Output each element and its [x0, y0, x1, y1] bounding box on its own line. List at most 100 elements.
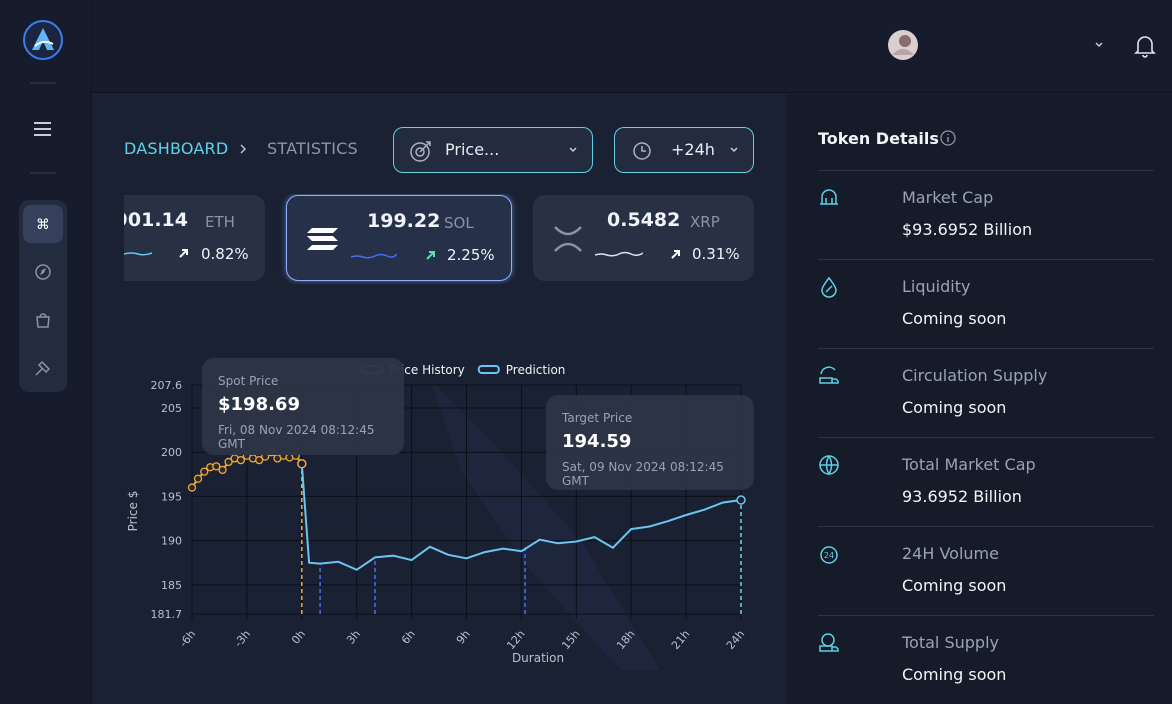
- token-price: 199.22: [367, 210, 441, 232]
- range-value: +24h: [671, 140, 715, 159]
- row-value: Coming soon: [902, 398, 1007, 417]
- x-tick-label: -3h: [232, 628, 254, 650]
- x-tick-label: 6h: [399, 628, 418, 647]
- token-price: 2,901.14: [124, 209, 188, 231]
- range-dropdown[interactable]: +24h: [614, 127, 754, 173]
- breadcrumb-separator: [240, 144, 247, 154]
- avatar[interactable]: [887, 29, 919, 61]
- row-label: Market Cap: [902, 188, 994, 207]
- row-label: Total Market Cap: [902, 455, 1036, 474]
- y-tick-label: 181.7: [151, 608, 183, 621]
- tooltip-date: Fri, 08 Nov 2024 08:12:45 GMT: [218, 423, 375, 451]
- x-tick-label: 24h: [724, 628, 747, 652]
- data-point: [212, 462, 221, 471]
- token-details-panel: Token Details Market Cap $93.6952 Billion…: [786, 94, 1172, 704]
- legend-label: Price History: [389, 363, 465, 377]
- nav-dashboard[interactable]: ⌘: [23, 205, 63, 243]
- tooltip-title: Target Price: [562, 411, 633, 425]
- row-label: Liquidity: [902, 277, 971, 296]
- menu-button[interactable]: [33, 120, 53, 138]
- breadcrumb-statistics[interactable]: STATISTICS: [267, 139, 358, 158]
- y-tick-label: 200: [161, 446, 182, 459]
- price-chart: Duration Price $ 181.7 185 190 195 200 205 207…: [126, 363, 747, 670]
- annotation-point: [736, 495, 746, 505]
- svg-text:⌘: ⌘: [36, 217, 50, 233]
- row-icon: [820, 189, 838, 205]
- token-card-eth[interactable]: 2,901.14 ETH 0.82%: [124, 195, 265, 281]
- breadcrumb-dashboard[interactable]: DASHBOARD: [124, 139, 229, 158]
- series-line: [300, 463, 742, 571]
- tooltip-value: 194.59: [562, 431, 632, 452]
- divider: [818, 259, 1154, 260]
- divider: [818, 348, 1154, 349]
- data-point: [236, 456, 246, 465]
- metric-value: Price...: [445, 140, 500, 159]
- sidebar: ⌘: [0, 0, 92, 704]
- divider: [818, 615, 1154, 616]
- nav-explore[interactable]: [33, 262, 53, 282]
- x-tick-label: 0h: [289, 628, 308, 647]
- row-icon: [819, 633, 839, 652]
- row-value: Coming soon: [902, 309, 1007, 328]
- tooltip-title: Spot Price: [218, 374, 279, 388]
- data-point: [200, 467, 209, 476]
- token-card-xrp[interactable]: 0.5482 XRP 0.31%: [533, 195, 754, 281]
- token-change: 2.25%: [447, 246, 495, 264]
- tooltip-value: $198.69: [218, 394, 300, 415]
- y-axis-label: Price $: [126, 491, 140, 532]
- data-point: [187, 483, 197, 492]
- token-symbol: ETH: [205, 213, 235, 231]
- divider: [30, 82, 56, 84]
- data-point: [193, 474, 203, 483]
- annotation-point: [297, 459, 307, 469]
- nav-panel: ⌘: [19, 200, 67, 392]
- row-value: Coming soon: [902, 665, 1007, 684]
- x-tick-label: 9h: [454, 628, 473, 647]
- row-value: $93.6952 Billion: [902, 220, 1033, 239]
- row-icon: [819, 455, 839, 476]
- divider: [30, 172, 56, 174]
- y-tick-label: 195: [161, 490, 182, 503]
- row-icon: [821, 276, 837, 298]
- x-tick-label: -6h: [177, 628, 199, 650]
- data-point: [255, 456, 264, 465]
- spot-tooltip: Spot Price $198.69 Fri, 08 Nov 2024 08:1…: [202, 358, 404, 455]
- token-symbol: SOL: [444, 214, 474, 232]
- metric-dropdown[interactable]: Price...: [393, 127, 593, 173]
- row-icon: 24: [820, 546, 838, 564]
- info-icon[interactable]: [939, 129, 957, 147]
- panel-title: Token Details: [818, 129, 939, 148]
- token-change: 0.31%: [692, 245, 740, 263]
- row-label: Circulation Supply: [902, 366, 1048, 385]
- divider: [818, 526, 1154, 527]
- svg-text:24: 24: [824, 551, 834, 560]
- token-price: 0.5482: [607, 209, 681, 231]
- token-card-sol[interactable]: 199.22 SOL 2.25%: [286, 195, 512, 281]
- row-icon: [819, 366, 839, 384]
- data-point: [224, 457, 233, 467]
- y-tick-label: 207.6: [151, 379, 183, 392]
- divider: [818, 437, 1154, 438]
- row-label: Total Supply: [902, 633, 999, 652]
- nav-bag[interactable]: [33, 310, 53, 330]
- tooltip-date: Sat, 09 Nov 2024 08:12:45 GMT: [562, 460, 724, 488]
- notifications[interactable]: [1133, 33, 1157, 59]
- x-axis-label: Duration: [512, 651, 564, 665]
- y-tick-label: 185: [161, 579, 182, 592]
- x-tick-label: 15h: [559, 628, 582, 652]
- token-change: 0.82%: [201, 245, 249, 263]
- token-cards: 2,901.14 ETH 0.82% 199.22 SOL 2.25% 0.54…: [124, 194, 756, 284]
- divider: [818, 170, 1154, 171]
- logo[interactable]: [22, 19, 64, 61]
- x-tick-label: 12h: [504, 628, 527, 652]
- legend-label: Prediction: [506, 363, 566, 377]
- nav-tools[interactable]: [33, 358, 53, 378]
- top-bar: [92, 0, 1172, 93]
- account-chevron[interactable]: [1093, 39, 1105, 51]
- x-tick-label: 21h: [669, 628, 692, 652]
- x-tick-label: 3h: [344, 628, 363, 647]
- data-point: [218, 465, 227, 475]
- row-label: 24H Volume: [902, 544, 999, 563]
- row-value: 93.6952 Billion: [902, 487, 1022, 506]
